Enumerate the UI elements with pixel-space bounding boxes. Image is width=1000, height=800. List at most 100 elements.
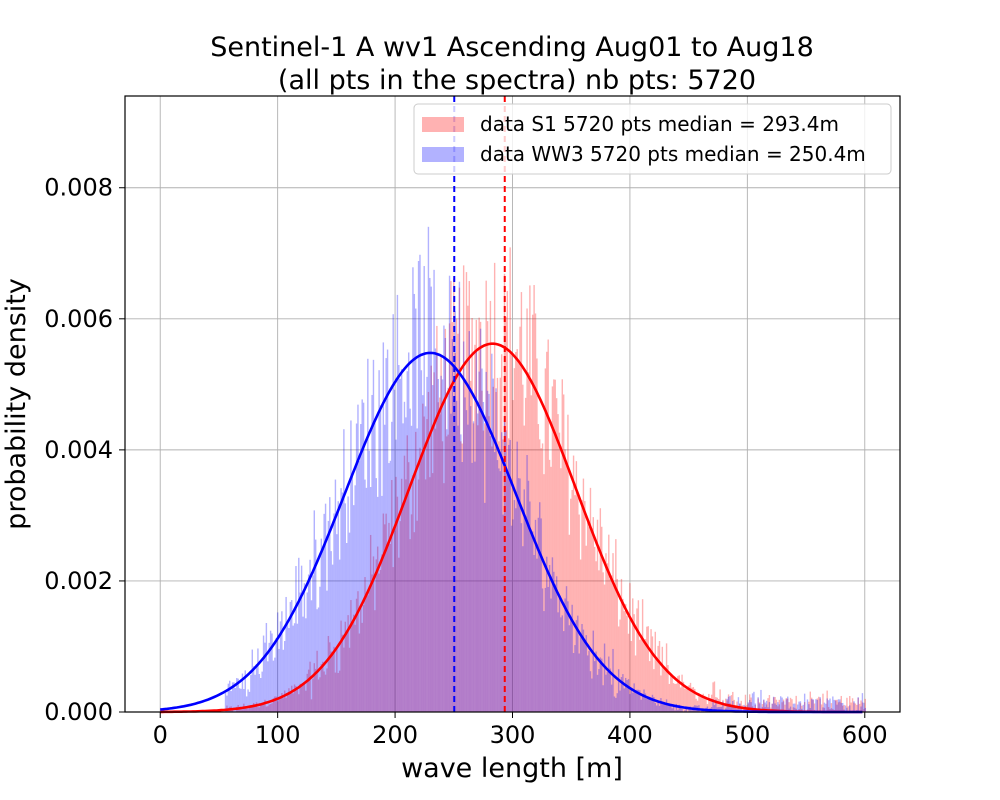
histogram-bar-s1 [413, 532, 416, 712]
histogram-bar-s1 [368, 586, 370, 712]
histogram-bar-s1 [575, 461, 578, 712]
histogram-bar-s1 [827, 707, 830, 712]
histogram-bar-s1 [861, 702, 864, 712]
histogram-bar-s1 [292, 693, 294, 712]
histogram-bar-s1 [261, 704, 263, 712]
histogram-bar-s1 [364, 577, 366, 712]
histogram-bar-ww3 [760, 689, 762, 712]
histogram-bar-ww3 [524, 516, 527, 712]
histogram-bar-s1 [313, 663, 315, 712]
x-axis-ticks: 0 100 200 300 400 500 600 [153, 712, 888, 749]
histogram-bar-s1 [803, 702, 806, 712]
histogram-bar-ww3 [616, 693, 618, 712]
histogram-bar-ww3 [777, 702, 779, 712]
histogram-bar-ww3 [469, 406, 472, 712]
histogram-bar-ww3 [588, 651, 590, 712]
y-tick-label: 0.000 [44, 698, 113, 726]
histogram-bar-s1 [810, 697, 813, 712]
histogram-bar-s1 [529, 285, 531, 712]
histogram-bar-s1 [641, 599, 644, 712]
histogram-bar-ww3 [305, 618, 307, 712]
histogram-bar-ww3 [269, 630, 272, 712]
histogram-bar-s1 [661, 646, 664, 712]
histogram-bar-s1 [403, 455, 406, 712]
histogram-bar-s1 [644, 639, 647, 712]
histogram-bar-ww3 [553, 571, 555, 712]
histogram-bar-ww3 [663, 702, 665, 712]
histogram-bar-s1 [840, 695, 842, 712]
histogram-bar-ww3 [369, 487, 372, 712]
legend-swatch-s1 [422, 117, 464, 132]
histogram-bar-ww3 [229, 680, 231, 712]
histogram-bar-s1 [506, 290, 509, 712]
histogram-bar-s1 [262, 704, 265, 712]
histogram-bar-s1 [516, 349, 518, 712]
histogram-bar-ww3 [677, 709, 679, 712]
histogram-bar-ww3 [640, 699, 642, 712]
histogram-bar-ww3 [423, 266, 425, 712]
histogram-bar-ww3 [503, 419, 506, 712]
histogram-bar-ww3 [443, 325, 445, 712]
histogram-bar-ww3 [309, 559, 311, 712]
histogram-bar-s1 [616, 578, 618, 712]
histogram-bar-s1 [354, 624, 356, 712]
histogram-bar-ww3 [610, 684, 613, 712]
histogram-bar-s1 [306, 673, 308, 712]
histogram-bar-ww3 [348, 532, 351, 712]
histogram-bar-ww3 [455, 400, 458, 712]
histogram-bar-ww3 [832, 696, 834, 712]
histogram-bar-s1 [689, 682, 692, 712]
histogram-bar-ww3 [574, 645, 576, 712]
histogram-bar-s1 [258, 707, 261, 712]
histogram-bar-ww3 [733, 706, 735, 712]
histogram-bar-ww3 [448, 275, 451, 712]
histogram-bar-s1 [574, 495, 576, 712]
histogram-bar-ww3 [836, 704, 838, 712]
histogram-bar-ww3 [477, 413, 479, 712]
histogram-bar-s1 [670, 675, 672, 712]
histogram-bar-s1 [778, 699, 780, 712]
histogram-bar-s1 [772, 697, 775, 712]
histogram-bar-s1 [274, 696, 276, 712]
legend-box [413, 103, 892, 175]
histogram-bar-ww3 [441, 379, 444, 712]
histogram-bar-s1 [633, 614, 635, 712]
histogram-bar-s1 [678, 675, 680, 712]
histogram-bar-ww3 [701, 710, 703, 712]
histogram-bar-ww3 [472, 421, 475, 712]
histogram-bar-s1 [493, 262, 496, 712]
histogram-bar-ww3 [768, 702, 771, 712]
histogram-bar-s1 [491, 446, 493, 712]
histogram-bar-ww3 [422, 395, 424, 712]
histogram-bar-ww3 [809, 708, 811, 712]
histogram-bar-ww3 [496, 460, 499, 712]
legend-swatch-ww3 [422, 147, 464, 162]
histogram-bar-s1 [615, 539, 617, 712]
y-tick-label: 0.008 [44, 174, 113, 202]
histogram-bar-ww3 [834, 700, 837, 712]
histogram-bar-ww3 [492, 378, 494, 712]
histogram-bar-ww3 [829, 698, 831, 712]
histogram-bar-s1 [454, 353, 456, 712]
histogram-bar-s1 [367, 595, 369, 712]
histogram-bar-s1 [498, 441, 500, 712]
histogram-bar-s1 [613, 584, 616, 712]
histogram-bar-ww3 [258, 673, 261, 712]
histogram-bar-ww3 [684, 710, 686, 712]
histogram-bar-s1 [630, 641, 633, 712]
histogram-bar-ww3 [375, 478, 377, 712]
histogram-bar-ww3 [337, 501, 339, 712]
histogram-bar-s1 [585, 545, 587, 712]
histogram-bar-s1 [422, 403, 424, 712]
histogram-bar-ww3 [861, 693, 864, 712]
histogram-bar-ww3 [233, 682, 235, 712]
histogram-bar-s1 [382, 513, 385, 712]
histogram-bar-s1 [289, 692, 292, 712]
histogram-bar-s1 [546, 351, 548, 712]
histogram-bar-s1 [327, 635, 330, 712]
histogram-bar-s1 [727, 694, 730, 712]
histogram-bar-s1 [794, 707, 796, 712]
histogram-bar-s1 [568, 534, 571, 712]
histogram-bar-ww3 [715, 699, 717, 712]
x-tick-label: 400 [607, 721, 653, 749]
